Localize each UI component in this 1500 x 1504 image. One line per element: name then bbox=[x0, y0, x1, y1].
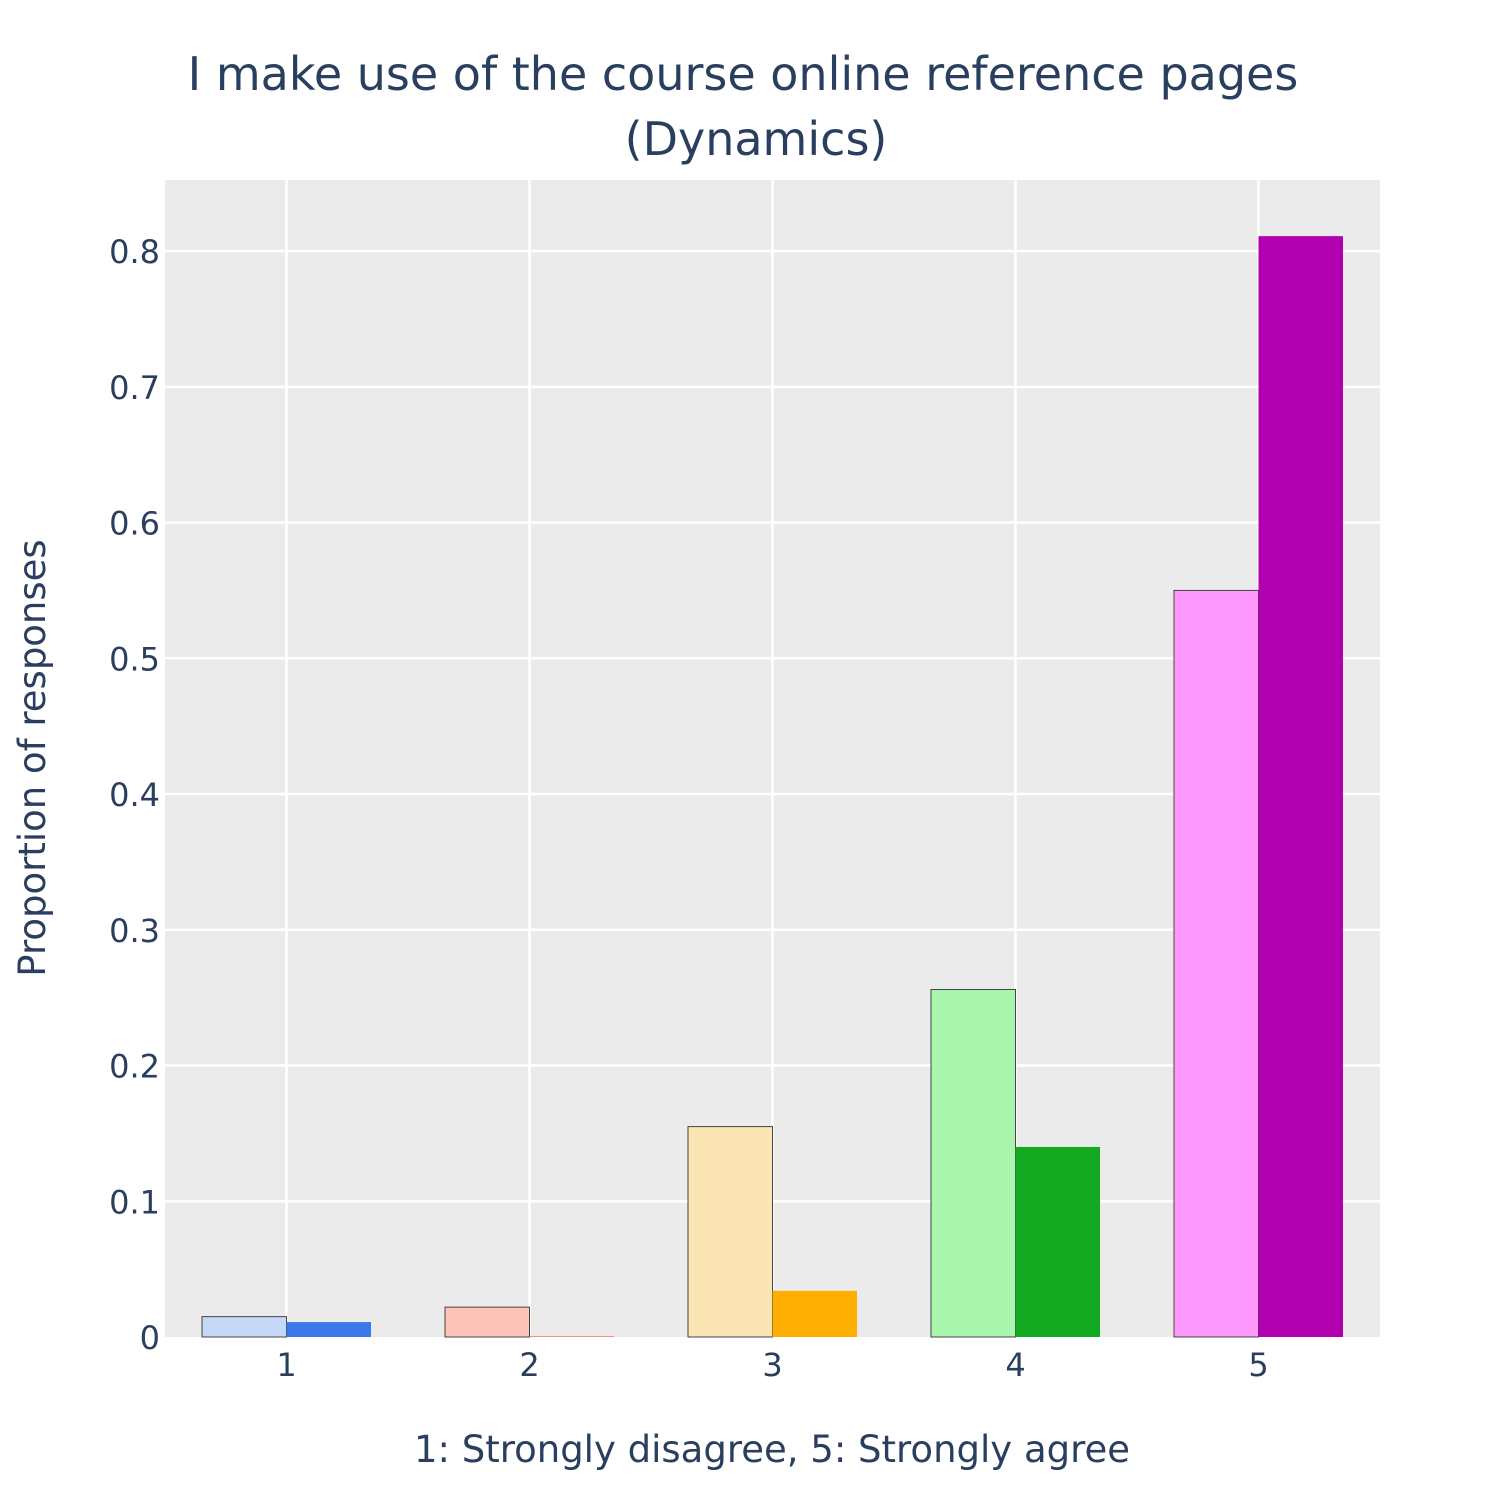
y-tick-label: 0.5 bbox=[109, 640, 160, 678]
y-tick-label: 0.8 bbox=[109, 233, 160, 271]
y-tick-label: 0.2 bbox=[109, 1048, 160, 1086]
y-tick-label: 0.3 bbox=[109, 912, 160, 950]
bars bbox=[201, 236, 1343, 1338]
chart-title-line-1: I make use of the course online referenc… bbox=[188, 47, 1299, 101]
chart-title-line-2: (Dynamics) bbox=[625, 112, 888, 166]
y-tick-label: 0 bbox=[140, 1319, 160, 1357]
x-tick-label: 3 bbox=[762, 1346, 782, 1384]
y-axis-label: Proportion of responses bbox=[11, 539, 54, 976]
y-tick-label: 0.6 bbox=[109, 505, 160, 543]
bar-series-2-cat-4 bbox=[1015, 1146, 1100, 1337]
bar-series-1-cat-5 bbox=[1173, 589, 1259, 1338]
y-tick-labels: 0 0.1 0.2 0.3 0.4 0.5 0.6 0.7 0.8 bbox=[109, 233, 160, 1357]
bar-series-1-cat-2 bbox=[444, 1306, 530, 1338]
x-tick-labels: 1 2 3 4 5 bbox=[276, 1346, 1268, 1384]
bar-series-2-cat-3 bbox=[772, 1290, 857, 1337]
y-tick-label: 0.1 bbox=[109, 1183, 160, 1221]
bar-series-2-cat-5 bbox=[1258, 236, 1343, 1338]
x-tick-label: 4 bbox=[1005, 1346, 1025, 1384]
y-tick-label: 0.7 bbox=[109, 369, 160, 407]
bar-series-1-cat-3 bbox=[687, 1126, 773, 1338]
x-tick-label: 5 bbox=[1248, 1346, 1268, 1384]
x-tick-label: 2 bbox=[519, 1346, 539, 1384]
bar-series-2-cat-2 bbox=[529, 1336, 614, 1337]
bar-series-1-cat-1 bbox=[201, 1316, 287, 1338]
bar-series-1-cat-4 bbox=[930, 989, 1016, 1338]
x-axis-label: 1: Strongly disagree, 5: Strongly agree bbox=[414, 1428, 1130, 1471]
bar-series-2-cat-1 bbox=[286, 1322, 371, 1337]
y-tick-label: 0.4 bbox=[109, 776, 160, 814]
x-tick-label: 1 bbox=[276, 1346, 296, 1384]
